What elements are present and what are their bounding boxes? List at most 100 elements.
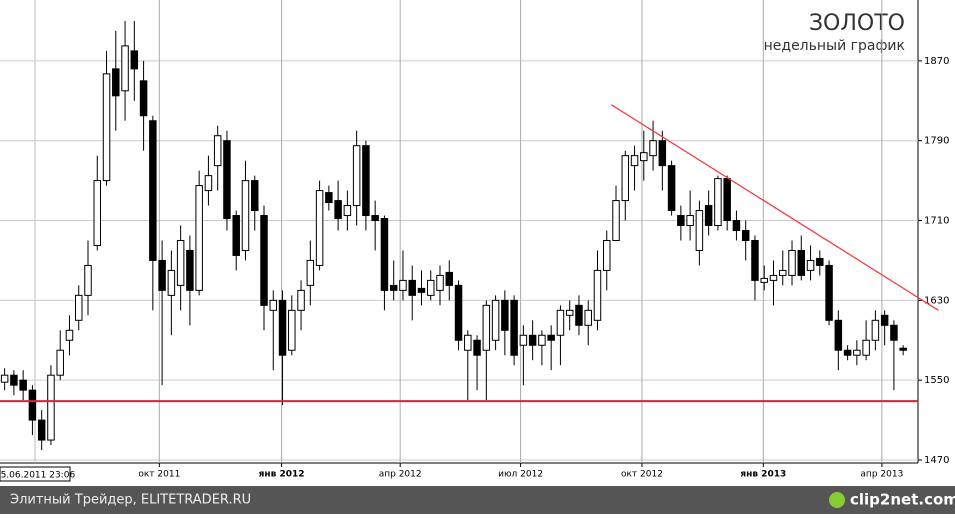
footer-logo: clip2net.com <box>850 491 955 509</box>
x-tick-label: апр 2012 <box>379 470 422 480</box>
x-tick-label: июл 2012 <box>498 470 543 480</box>
x-tick-label: апр 2013 <box>860 470 903 480</box>
candle-body <box>28 389 37 421</box>
candle-body <box>769 274 778 281</box>
candle-body <box>714 178 722 227</box>
candle-body <box>288 309 296 351</box>
candle-body <box>501 299 509 331</box>
candle-body <box>843 349 852 356</box>
x-tick-label: янв 2013 <box>740 470 786 480</box>
candle-body <box>556 309 565 336</box>
trend-line <box>611 104 939 311</box>
candle-body <box>121 45 129 92</box>
y-tick-label: 1870 <box>924 56 949 67</box>
candle-body <box>436 274 444 291</box>
candle-body <box>213 135 222 167</box>
candle-body <box>102 73 111 182</box>
candle-body <box>667 165 676 212</box>
candle-body <box>621 155 630 202</box>
candle-body <box>204 175 213 192</box>
candle-body <box>260 215 268 306</box>
candle-body <box>371 215 379 222</box>
candle-body <box>658 140 667 167</box>
candle-body <box>519 334 528 346</box>
candle-body <box>686 215 694 227</box>
candle-body <box>834 319 843 351</box>
candle-body <box>74 294 83 321</box>
candle-body <box>816 257 824 266</box>
candle-body <box>47 374 55 441</box>
x-tick-label: окт 2012 <box>621 470 663 480</box>
candle-body <box>751 239 759 281</box>
y-tick-label: 1630 <box>924 295 949 306</box>
y-tick-label: 1790 <box>924 136 949 147</box>
candle-body <box>510 299 518 356</box>
candle-body <box>464 334 472 351</box>
candle-body <box>695 210 704 251</box>
candle-body <box>704 205 713 227</box>
candle-body <box>19 379 27 391</box>
footer-source: Элитный Трейдер, ELITETRADER.RU <box>10 493 251 508</box>
candle-body <box>899 347 907 351</box>
candle-body <box>890 324 898 341</box>
candle-body <box>788 249 796 276</box>
candle-body <box>779 269 787 276</box>
candle-body <box>56 349 64 376</box>
cursor-label: 25.06.2011 23:06 <box>0 471 75 481</box>
candle-body <box>612 200 620 241</box>
candle-body <box>380 218 389 291</box>
candle-body <box>603 239 611 271</box>
candle-body <box>195 185 203 291</box>
candle-body <box>593 269 602 321</box>
footer-bar <box>0 486 955 514</box>
candle-body <box>575 304 583 326</box>
candle-body <box>306 259 315 286</box>
candle-body <box>806 259 815 271</box>
candle-body <box>176 239 185 286</box>
candle-body <box>547 334 555 341</box>
candle-body <box>399 279 407 291</box>
cursor-box <box>0 466 71 482</box>
y-tick-label: 1550 <box>924 375 949 386</box>
candle-body <box>538 334 546 346</box>
y-tick-label: 1710 <box>924 216 949 227</box>
candle-body <box>112 68 120 97</box>
candle-body <box>362 145 370 217</box>
candle-body <box>315 190 324 266</box>
candle-body <box>241 180 250 251</box>
candle-body <box>343 205 352 217</box>
candle-body <box>278 299 287 356</box>
candle-body <box>130 50 139 70</box>
candle-body <box>741 230 750 241</box>
candle-body <box>677 215 685 227</box>
candle-body <box>10 374 18 386</box>
candle-body <box>93 180 102 246</box>
candle-body <box>825 264 833 321</box>
candle-body <box>334 200 342 220</box>
candle-body <box>167 269 176 296</box>
candle-body <box>482 304 491 351</box>
candle-body <box>862 339 870 356</box>
candle-body <box>389 284 398 291</box>
candle-body <box>630 155 639 167</box>
candle-body <box>880 314 889 326</box>
candle-body <box>158 259 166 291</box>
candle-body <box>427 279 435 296</box>
candle-body <box>37 419 46 441</box>
candle-body <box>269 299 278 311</box>
logo-icon <box>829 492 845 508</box>
candle-body <box>797 249 806 276</box>
candle-body <box>723 178 731 222</box>
candle-body <box>0 374 9 383</box>
candle-body <box>186 249 194 291</box>
candle-body <box>649 140 657 157</box>
candle-body <box>408 279 416 296</box>
candle-body <box>84 264 92 296</box>
candle-body <box>65 329 74 341</box>
candle-body <box>417 287 426 293</box>
chart-title: ЗОЛОТО <box>809 11 905 36</box>
candle-body <box>491 299 500 341</box>
candle-body <box>251 180 259 212</box>
candle-body <box>454 284 463 341</box>
candle-body <box>853 349 861 356</box>
